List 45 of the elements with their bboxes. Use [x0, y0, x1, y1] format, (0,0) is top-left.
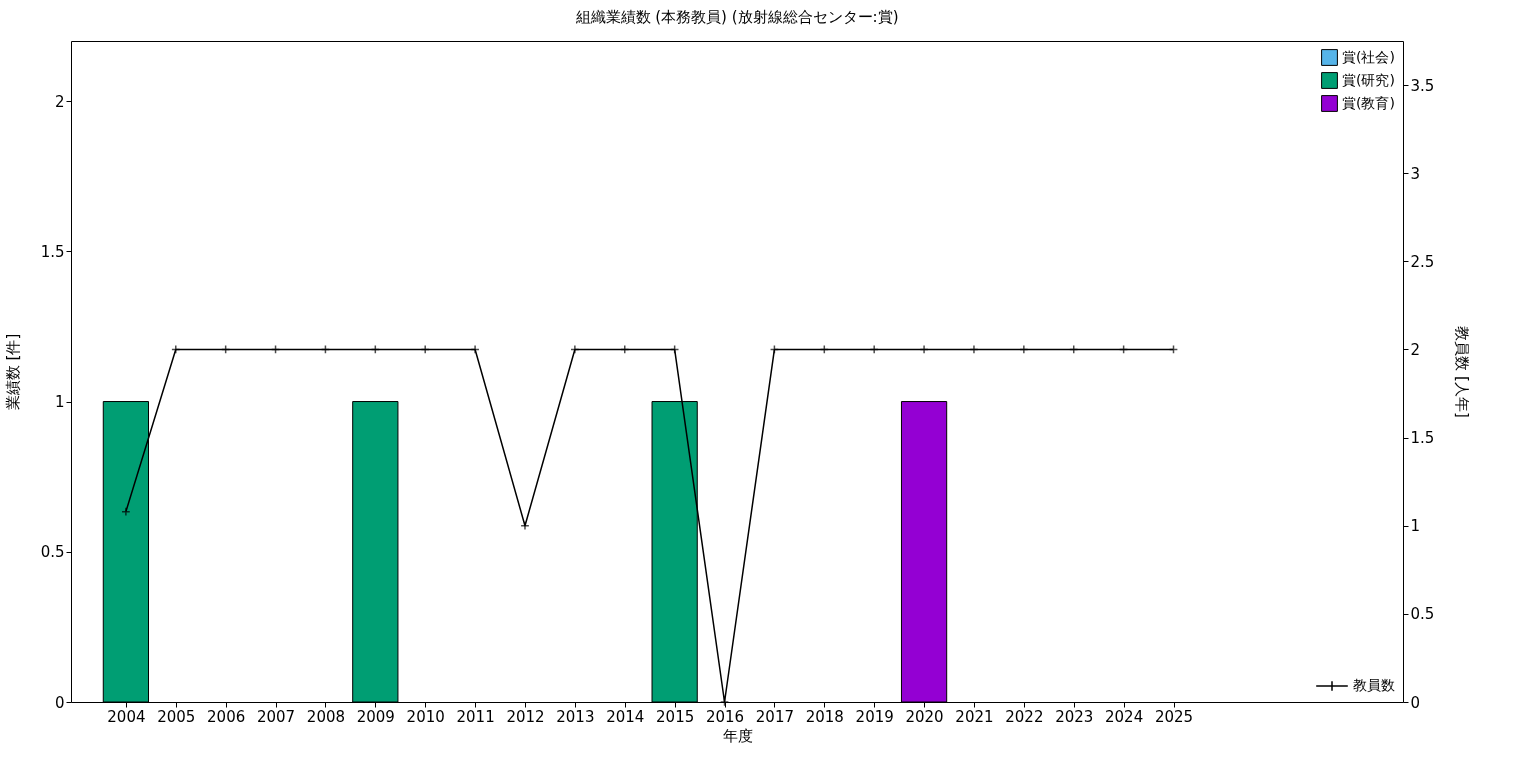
- y-axis-title: 業績数 [件]: [3, 333, 22, 411]
- x-tick-label: 2017: [755, 707, 795, 726]
- y2-tick-label: 1.5: [1410, 429, 1435, 448]
- x-tick-label: 2021: [955, 707, 994, 726]
- y2-tick-label: 2.5: [1410, 252, 1435, 271]
- x-tick-label: 2025: [1154, 707, 1194, 726]
- y-tick-label: 0: [54, 693, 65, 712]
- x-tick-label: 2023: [1055, 707, 1094, 726]
- x-tick-label: 2005: [157, 707, 196, 726]
- x-tick-label: 2007: [256, 707, 296, 726]
- y-tick-label: 1: [54, 393, 65, 412]
- x-tick-label: 2024: [1105, 707, 1144, 726]
- x-tick-label: 2020: [905, 707, 944, 726]
- x-tick-label: 2015: [656, 707, 695, 726]
- chart-title: 組織業績数 (本務教員) (放射線総合センター:賞): [574, 8, 899, 26]
- y2-tick-label: 2: [1410, 340, 1421, 359]
- legend-label: 賞(教育): [1342, 94, 1395, 111]
- x-tick-label: 2019: [855, 707, 894, 726]
- legend-label: 賞(研究): [1342, 71, 1395, 88]
- legend-label: 教員数: [1353, 677, 1395, 693]
- x-tick-label: 2018: [805, 707, 844, 726]
- y2-tick-label: 0.5: [1410, 605, 1435, 624]
- x-tick-label: 2008: [306, 707, 346, 726]
- x-tick-label: 2004: [107, 707, 146, 726]
- x-tick-label: 2022: [1005, 707, 1044, 726]
- y-tick-label: 2: [54, 92, 65, 111]
- x-tick-label: 2013: [556, 707, 595, 726]
- x-tick-label: 2010: [406, 707, 445, 726]
- x-tick-label: 2009: [356, 707, 395, 726]
- y-tick-label: 0.5: [40, 543, 65, 562]
- x-tick-label: 2016: [705, 707, 745, 726]
- y2-tick-label: 3: [1410, 164, 1421, 183]
- x-tick-label: 2006: [207, 707, 246, 726]
- y2-axis-title: 教員数 [人年]: [1453, 326, 1472, 418]
- point: [520, 521, 530, 531]
- x-tick-label: 2011: [456, 707, 495, 726]
- y-tick-label: 1.5: [40, 242, 65, 261]
- y2-tick-label: 0: [1410, 693, 1421, 712]
- x-tick-label: 2014: [606, 707, 645, 726]
- legend-label: 賞(社会): [1342, 48, 1395, 65]
- y2-tick-label: 1: [1410, 517, 1421, 536]
- x-axis-title: 年度: [722, 726, 753, 745]
- point: [121, 507, 131, 517]
- y2-tick-label: 3.5: [1410, 76, 1435, 95]
- x-tick-label: 2012: [506, 707, 545, 726]
